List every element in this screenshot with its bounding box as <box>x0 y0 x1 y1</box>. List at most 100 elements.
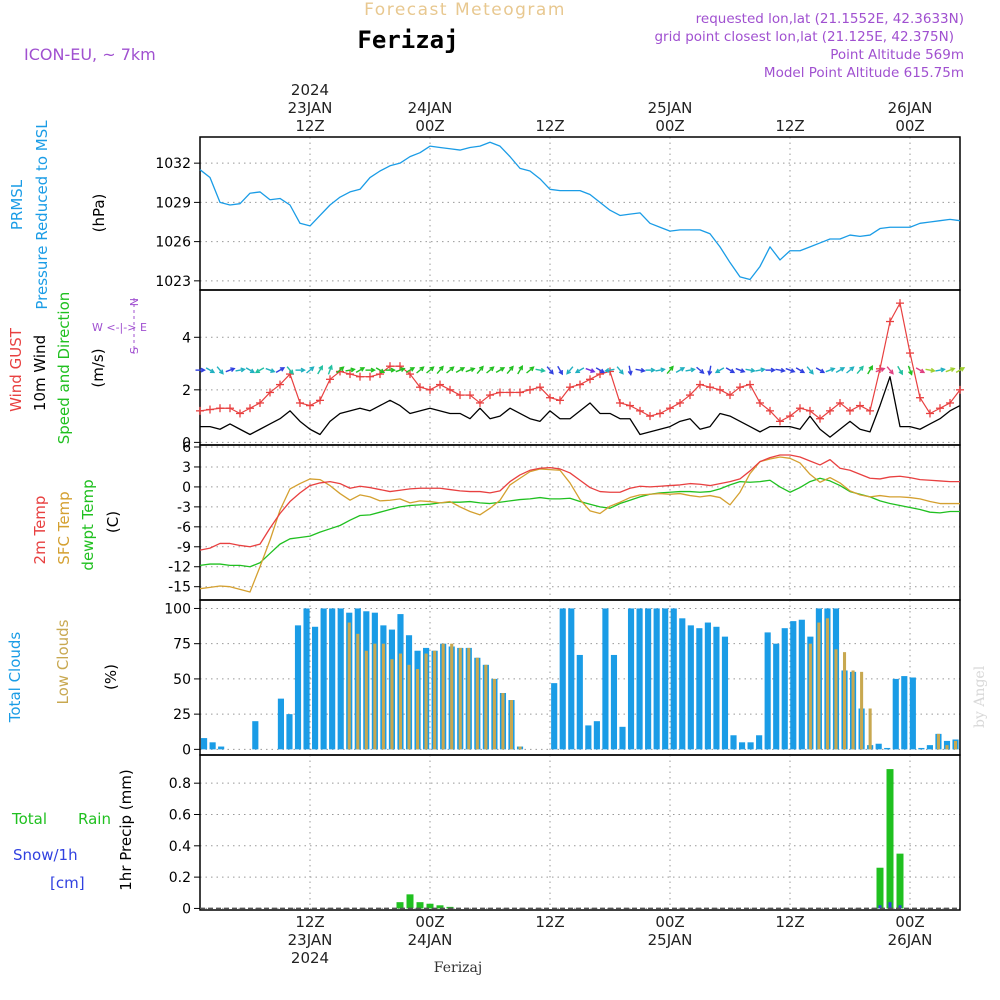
wind-direction-arrow <box>526 366 534 374</box>
wind-direction-arrow <box>566 366 574 375</box>
wind-direction-arrowhead <box>499 367 506 372</box>
wind-direction-arrow <box>696 366 704 374</box>
location-title: Ferizaj <box>357 26 458 54</box>
time-label-bottom: 23JAN <box>288 931 333 949</box>
low-cloud-bar <box>390 659 394 750</box>
low-cloud-bar <box>416 669 420 750</box>
credit-label: by Angel <box>972 665 988 728</box>
wind-direction-arrow <box>616 366 624 375</box>
wind-direction-arrowhead <box>318 364 323 371</box>
gust-line <box>199 302 961 422</box>
total-cloud-bar <box>926 745 933 750</box>
low-cloud-bar <box>441 643 445 750</box>
wind-direction-arrowhead <box>780 367 786 373</box>
wind-direction-arrow <box>915 367 925 373</box>
rain-bar <box>426 903 434 909</box>
wind-direction-arrow <box>605 368 615 372</box>
wind-direction-arrow <box>715 367 725 373</box>
wind-direction-arrow <box>875 367 885 373</box>
total-rain-label: Total <box>11 810 47 828</box>
total-cloud-bar <box>559 608 566 750</box>
y-tick-label: 0.2 <box>169 870 191 886</box>
y-tick-label: 100 <box>164 601 191 617</box>
wind-direction-arrowhead <box>750 367 756 373</box>
y-tick-label: 0 <box>182 742 191 758</box>
sfc-temp-line <box>199 456 960 593</box>
y-tick-label: 50 <box>173 672 191 688</box>
wind-direction-arrowhead <box>618 369 624 375</box>
wind-direction-arrow <box>446 366 454 374</box>
total-cloud-bar <box>884 747 891 750</box>
total-cloud-bar <box>730 735 737 750</box>
wind-direction-arrow <box>245 367 255 373</box>
panel-frame <box>199 754 961 911</box>
panel-pressure: 1023 1026 1029 1032 <box>155 136 961 291</box>
y-tick-label: -6 <box>177 520 191 536</box>
wind-direction-arrowhead <box>808 369 814 375</box>
total-rain-label: Rain <box>78 810 111 828</box>
wind-direction-arrowhead <box>908 370 913 376</box>
total-cloud-bar <box>875 743 882 750</box>
total-cloud-bar <box>901 676 908 750</box>
wind-direction-arrowhead <box>470 367 476 373</box>
low-cloud-bar <box>509 700 514 750</box>
time-label-top: 12Z <box>295 117 324 135</box>
panel-precip: 0 0.2 0.4 0.6 0.8 <box>169 754 961 917</box>
wind-direction-arrow <box>336 366 344 374</box>
rain-bar <box>896 853 904 909</box>
wind-direction-south: S <box>128 347 141 354</box>
wind-direction-arrow <box>465 367 475 373</box>
wind-direction-arrowhead <box>868 364 873 371</box>
wind-direction-arrowhead <box>729 368 736 374</box>
total-cloud-bar <box>209 742 216 750</box>
total-cloud-bar <box>670 608 677 750</box>
total-cloud-bar <box>713 626 720 750</box>
wind-direction-arrowhead <box>707 370 713 376</box>
panel-frame <box>199 136 961 291</box>
wind-direction-arrowhead <box>699 369 705 374</box>
dewpt-side-label: dewpt Temp <box>79 479 97 570</box>
total-cloud-bar <box>781 628 788 750</box>
low-cloud-bar <box>484 664 488 750</box>
y-tick-label: 0 <box>182 480 191 496</box>
model-label: ICON-EU, ~ 7km <box>24 45 156 64</box>
wind-direction-arrow <box>286 366 294 375</box>
wind-direction-arrow <box>935 368 945 372</box>
wind-direction-arrow <box>775 368 785 372</box>
total-cloud-bar <box>662 608 669 750</box>
wind-direction-arrowhead <box>508 365 514 371</box>
low-clouds-side-label: Low Clouds <box>54 619 72 704</box>
pressure-side-label: Pressure Reduced to MSL <box>33 120 51 310</box>
time-label-bottom: 12Z <box>535 913 564 931</box>
time-label-top: 00Z <box>655 117 684 135</box>
time-label-top: 23JAN <box>288 99 333 117</box>
wind-direction-arrowhead <box>419 366 425 372</box>
total-cloud-bar <box>218 746 225 750</box>
rain-bar <box>446 906 454 909</box>
y-tick-label: 0 <box>182 435 191 451</box>
total-cloud-bar <box>773 643 780 750</box>
total-cloud-bar <box>277 698 285 750</box>
wind-direction-arrow <box>955 367 965 373</box>
wind-direction-arrowhead <box>249 368 256 374</box>
low-cloud-bar <box>842 652 847 750</box>
wind-direction-arrowhead <box>880 367 886 373</box>
wind-unit-label: (m/s) <box>89 348 107 387</box>
rain-bar <box>406 894 414 909</box>
total-cloud-bar <box>756 735 763 750</box>
time-label-top: 25JAN <box>648 99 693 117</box>
wind-direction-arrowhead <box>230 367 236 373</box>
wind-direction-arrowhead <box>640 367 646 373</box>
wind-direction-arrowhead <box>558 370 563 376</box>
total-cloud-bar <box>610 654 618 750</box>
temp-side-label: 2m Temp <box>31 496 49 565</box>
wind-direction-arrowhead <box>830 367 836 373</box>
y-tick-label: 4 <box>182 330 191 346</box>
wind-direction-arrowhead <box>690 367 696 373</box>
low-cloud-bar <box>808 643 812 750</box>
wind-direction-arrow <box>235 368 245 372</box>
wind-direction-arrowhead <box>888 369 894 375</box>
wind-direction-arrow <box>205 367 215 373</box>
wind-direction-arrow <box>216 366 224 375</box>
wind-direction-arrow <box>635 368 645 372</box>
